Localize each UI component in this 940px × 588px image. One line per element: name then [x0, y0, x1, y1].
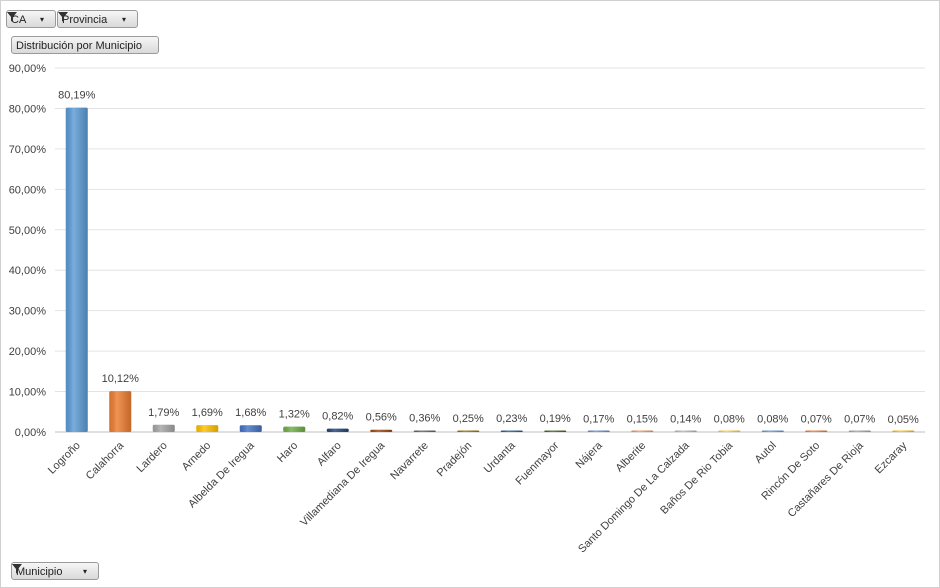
bar[interactable]	[457, 430, 480, 433]
data-label: 0,82%	[322, 411, 353, 423]
y-tick-label: 80,00%	[9, 103, 47, 115]
data-label: 0,14%	[670, 413, 701, 425]
data-label: 0,08%	[757, 414, 788, 426]
bar[interactable]	[413, 430, 436, 433]
x-tick-label: Pradejón	[435, 440, 475, 480]
bar[interactable]	[544, 430, 567, 433]
bar[interactable]	[674, 430, 697, 433]
x-tick-label: Baños De Rio Tobia	[658, 439, 736, 517]
data-label: 1,32%	[279, 409, 310, 421]
bar[interactable]	[848, 430, 871, 433]
x-tick-label: Ezcaray	[873, 439, 910, 476]
bar[interactable]	[587, 430, 610, 433]
municipio-field-label: Municipio	[16, 566, 63, 578]
chevron-down-icon: ▾	[121, 15, 126, 24]
bar[interactable]	[370, 429, 393, 432]
chevron-down-icon: ▾	[82, 567, 87, 576]
x-tick-label: Alberite	[614, 440, 649, 475]
bar[interactable]	[892, 430, 915, 433]
y-tick-label: 90,00%	[9, 63, 47, 75]
data-label: 1,69%	[192, 407, 223, 419]
data-label: 0,08%	[714, 414, 745, 426]
bar[interactable]	[109, 391, 132, 432]
x-tick-label: Nájera	[573, 439, 605, 471]
bar[interactable]	[500, 430, 523, 433]
data-label: 0,25%	[453, 413, 484, 425]
data-label: 1,79%	[148, 407, 179, 419]
data-label: 0,19%	[540, 413, 571, 425]
y-tick-label: 40,00%	[9, 265, 47, 277]
y-tick-label: 10,00%	[9, 387, 47, 399]
bar[interactable]	[196, 425, 219, 432]
data-label: 0,07%	[844, 414, 875, 426]
data-label: 10,12%	[102, 373, 140, 385]
filter-icon	[12, 564, 22, 574]
data-label: 1,68%	[235, 407, 266, 419]
bar[interactable]	[326, 428, 349, 432]
data-label: 0,36%	[409, 413, 440, 425]
x-tick-label: Urdanta	[482, 439, 519, 476]
municipio-field-button[interactable]: Municipio ▾	[11, 562, 99, 580]
data-label: 80,19%	[58, 90, 96, 102]
y-tick-label: 70,00%	[9, 144, 47, 156]
ca-filter-button[interactable]: CA ▾	[6, 10, 56, 28]
ca-filter-label: CA	[11, 14, 27, 26]
filter-icon	[58, 12, 68, 22]
data-label: 0,56%	[366, 412, 397, 424]
x-tick-label: Arnedo	[180, 440, 214, 474]
bar[interactable]	[239, 425, 262, 432]
y-tick-label: 30,00%	[9, 306, 47, 318]
x-tick-label: Lardero	[135, 440, 170, 475]
data-label: 0,07%	[801, 414, 832, 426]
x-tick-label: Fuenmayor	[514, 439, 562, 487]
bar[interactable]	[718, 430, 741, 433]
y-tick-label: 20,00%	[9, 346, 47, 358]
x-tick-label: Calahorra	[84, 439, 127, 482]
data-label: 0,15%	[627, 413, 658, 425]
y-tick-label: 0,00%	[15, 427, 46, 439]
x-tick-label: Villamediana De Iregua	[298, 439, 388, 529]
bar[interactable]	[761, 430, 784, 433]
x-tick-label: Logroño	[46, 440, 83, 477]
provincia-filter-button[interactable]: Provincia ▾	[57, 10, 138, 28]
x-tick-label: Navarrete	[388, 440, 431, 483]
filter-icon	[7, 12, 17, 22]
x-tick-label: Alfaro	[315, 440, 344, 469]
data-label: 0,17%	[583, 413, 614, 425]
y-tick-label: 60,00%	[9, 184, 47, 196]
provincia-filter-label: Provincia	[62, 14, 108, 26]
bar[interactable]	[152, 424, 175, 432]
y-tick-label: 50,00%	[9, 225, 47, 237]
chevron-down-icon: ▾	[39, 15, 44, 24]
data-label: 0,23%	[496, 413, 527, 425]
x-tick-label: Haro	[275, 440, 300, 465]
bar[interactable]	[65, 107, 88, 433]
bar[interactable]	[283, 426, 306, 432]
measure-field-label: Distribución por Municipio	[16, 40, 142, 52]
measure-field-button[interactable]: Distribución por Municipio	[11, 36, 159, 54]
x-tick-label: Autol	[753, 440, 779, 466]
bar[interactable]	[631, 430, 654, 433]
data-label: 0,05%	[888, 414, 919, 426]
bar[interactable]	[805, 430, 828, 433]
x-tick-label: Castañares De Rioja	[786, 439, 867, 520]
